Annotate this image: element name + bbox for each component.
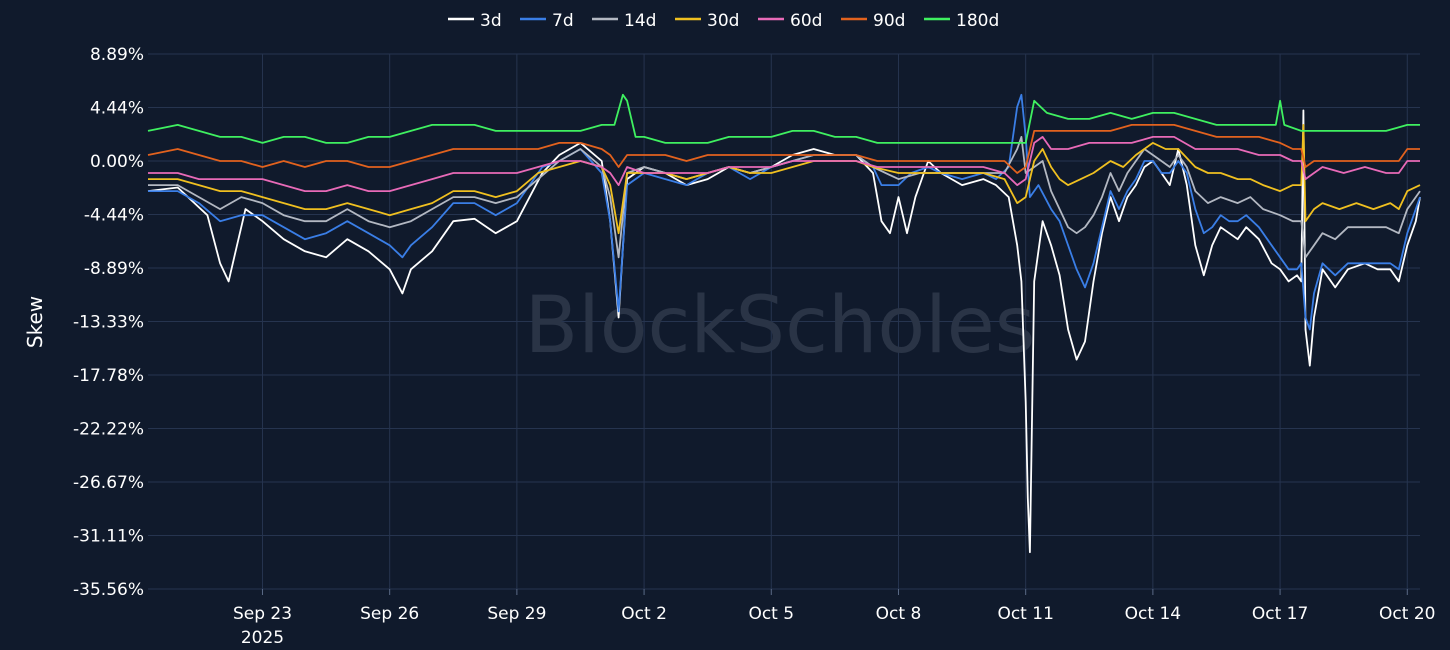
x-tick-label: Oct 5 — [748, 604, 794, 624]
x-tick-label: Oct 20 — [1379, 604, 1435, 624]
y-tick-label: -35.56% — [73, 580, 144, 600]
y-tick-label: 4.44% — [90, 99, 144, 119]
series-lines — [147, 93, 1421, 554]
series-line-180d — [147, 93, 1420, 144]
series-line-14d — [148, 135, 1421, 259]
y-tick-label: -26.67% — [73, 473, 144, 493]
y-tick-label: 8.89% — [90, 45, 144, 65]
y-tick-label: -31.11% — [73, 527, 144, 547]
x-tick-label: Sep 29 — [487, 604, 546, 624]
series-line-3d — [147, 109, 1421, 554]
x-tick-label: Oct 2 — [621, 604, 667, 624]
x-tick-label: Oct 17 — [1252, 604, 1308, 624]
x-tick-label: Oct 8 — [876, 604, 922, 624]
legend-label: 90d — [873, 11, 905, 31]
legend-item-60d[interactable]: 60d — [758, 11, 822, 31]
y-tick-label: -8.89% — [84, 259, 144, 279]
x-tick-label: Sep 23 — [233, 604, 292, 624]
x-tick-label: Sep 26 — [360, 604, 419, 624]
x-tick-year-label: 2025 — [241, 628, 284, 648]
x-tick-label: Oct 11 — [997, 604, 1053, 624]
legend-item-90d[interactable]: 90d — [841, 11, 905, 31]
y-tick-label: -17.78% — [73, 366, 144, 386]
legend-label: 14d — [624, 11, 656, 31]
y-axis: 8.89% 4.44% 0.00% -4.44% -8.89% -13.33% -17.78… — [73, 45, 144, 600]
x-axis: Sep 23 2025 Sep 26 Sep 29 Oct 2 Oct 5 Oct 8 Oct… — [233, 589, 1435, 648]
legend-item-14d[interactable]: 14d — [592, 11, 656, 31]
legend-item-180d[interactable]: 180d — [924, 11, 999, 31]
series-line-90d — [147, 124, 1420, 174]
legend-label: 60d — [790, 11, 822, 31]
legend-label: 3d — [480, 11, 502, 31]
legend-label: 30d — [707, 11, 739, 31]
y-tick-label: 0.00% — [90, 152, 144, 172]
legend-item-30d[interactable]: 30d — [675, 11, 739, 31]
legend-item-3d[interactable]: 3d — [448, 11, 502, 31]
series-line-7d — [148, 93, 1421, 331]
y-tick-label: -13.33% — [73, 313, 144, 333]
series-line-30d — [148, 124, 1421, 235]
legend-label: 7d — [552, 11, 574, 31]
y-axis-title: Skew — [23, 296, 47, 348]
y-tick-label: -4.44% — [84, 206, 144, 226]
legend-item-7d[interactable]: 7d — [520, 11, 574, 31]
legend-label: 180d — [956, 11, 999, 31]
watermark-text: BlockScholes — [525, 281, 1036, 371]
legend[interactable]: 3d 7d 14d 30d 60d 90d 180d — [448, 11, 999, 31]
y-tick-label: -22.22% — [73, 420, 144, 440]
series-line-60d — [148, 135, 1420, 193]
x-tick-label: Oct 14 — [1125, 604, 1181, 624]
